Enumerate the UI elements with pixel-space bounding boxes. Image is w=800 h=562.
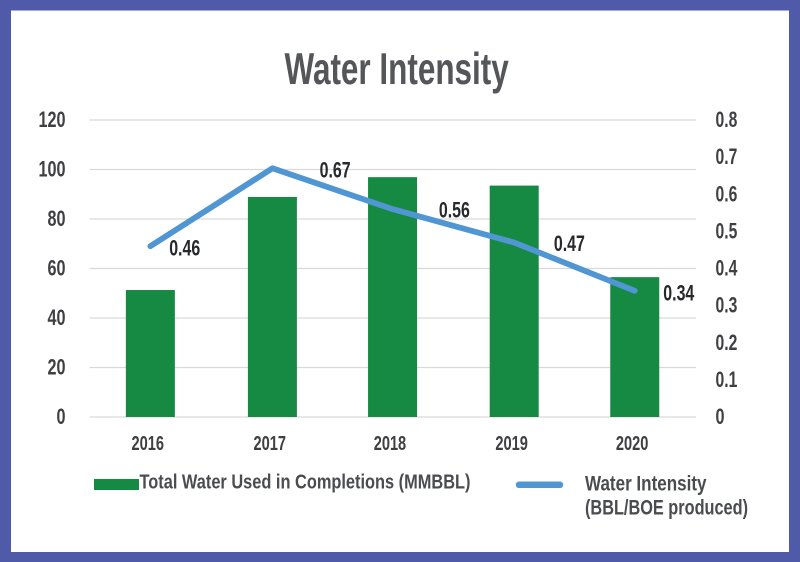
svg-text:2019: 2019 <box>495 433 528 455</box>
svg-text:0.46: 0.46 <box>169 235 200 260</box>
svg-text:(BBL/BOE produced): (BBL/BOE produced) <box>585 497 748 520</box>
svg-text:40: 40 <box>48 305 66 330</box>
svg-text:2017: 2017 <box>254 433 287 455</box>
svg-text:120: 120 <box>39 107 66 132</box>
svg-text:80: 80 <box>48 206 66 231</box>
svg-text:2020: 2020 <box>616 433 649 455</box>
svg-text:0.8: 0.8 <box>716 107 738 132</box>
svg-text:0.34: 0.34 <box>663 281 695 306</box>
svg-text:0: 0 <box>716 404 725 429</box>
svg-text:0.2: 0.2 <box>716 330 738 355</box>
svg-text:0.1: 0.1 <box>716 367 738 392</box>
svg-text:0.3: 0.3 <box>716 293 738 318</box>
svg-text:0.5: 0.5 <box>716 218 738 243</box>
svg-text:Water Intensity: Water Intensity <box>284 45 508 94</box>
svg-text:0.6: 0.6 <box>716 181 738 206</box>
svg-text:0: 0 <box>57 404 66 429</box>
svg-text:2018: 2018 <box>374 433 407 455</box>
svg-text:Total Water Used in Completion: Total Water Used in Completions (MMBBL) <box>140 472 471 494</box>
svg-text:100: 100 <box>39 157 66 182</box>
svg-text:0.4: 0.4 <box>716 256 738 281</box>
svg-text:20: 20 <box>48 355 66 380</box>
svg-text:0.7: 0.7 <box>716 144 738 169</box>
svg-text:0.56: 0.56 <box>439 198 470 223</box>
svg-text:Water Intensity: Water Intensity <box>585 473 707 496</box>
svg-text:60: 60 <box>48 256 66 281</box>
svg-text:0.47: 0.47 <box>554 231 585 256</box>
svg-text:0.67: 0.67 <box>320 157 351 182</box>
svg-text:2016: 2016 <box>132 433 165 455</box>
